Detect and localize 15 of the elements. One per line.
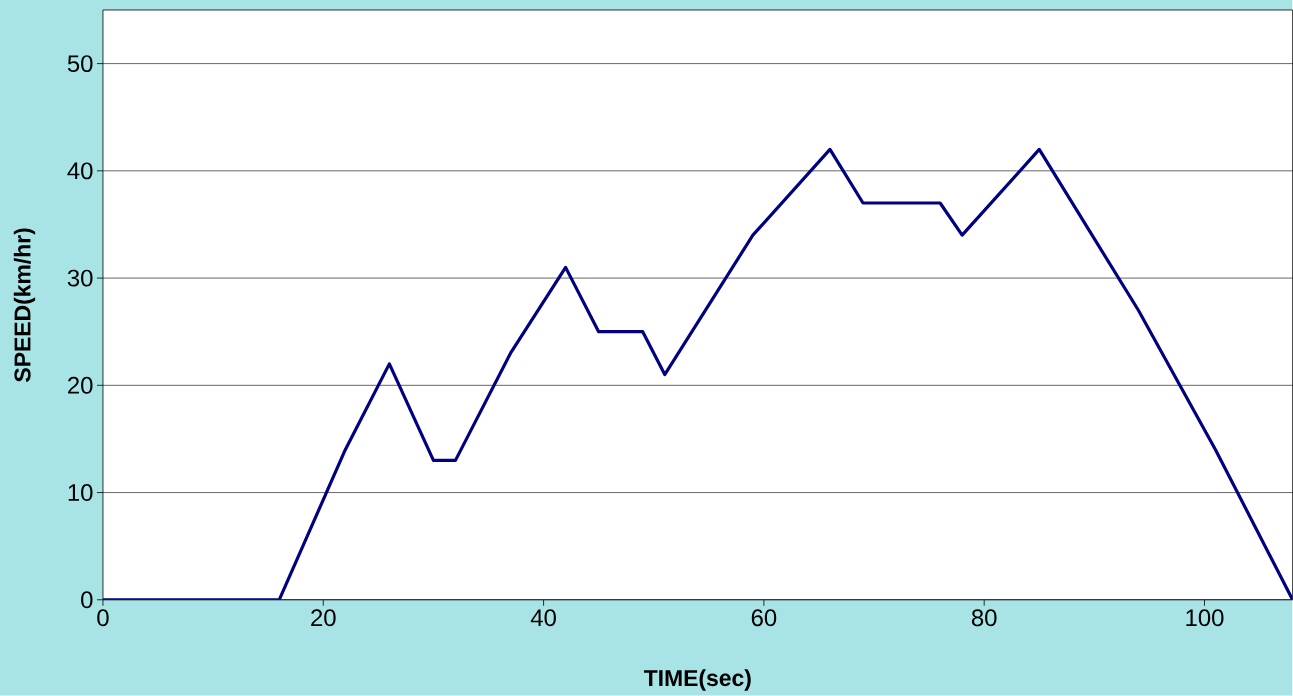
x-axis-title: TIME(sec) (643, 669, 751, 691)
y-axis-title: SPEED(km/hr) (13, 228, 36, 382)
line-series (102, 147, 1293, 600)
x-tick-label: 80 (971, 609, 997, 627)
x-tick-label: 20 (311, 609, 336, 627)
x-tick-label: 60 (751, 609, 777, 627)
y-tick-label: 10 (68, 484, 93, 502)
y-tick-label: 0 (81, 591, 93, 609)
x-tick-label: 40 (530, 609, 556, 627)
x-tick-label: 0 (97, 609, 109, 627)
y-tick-label: 20 (68, 376, 93, 394)
y-tick-label: 50 (67, 55, 93, 73)
y-tick-label: 40 (67, 162, 93, 180)
x-tick-label: 100 (1186, 609, 1224, 627)
y-tick-label: 30 (67, 269, 93, 287)
